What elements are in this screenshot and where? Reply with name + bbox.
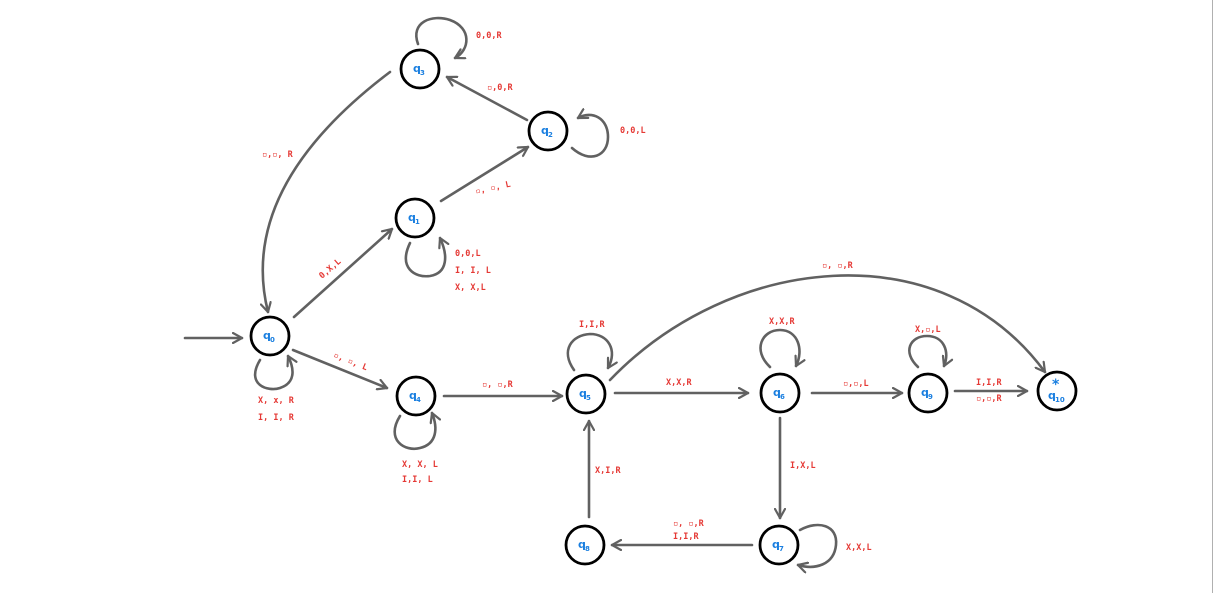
right-border-line [1212, 0, 1213, 593]
label-q7-q8-1: ▫, ▫,R [673, 519, 705, 529]
label-q2-q3: ▫,0,R [487, 83, 513, 93]
label-q0-loop-1: X, x, R [258, 396, 295, 406]
label-q4-loop-2: I,I, L [402, 475, 433, 485]
state-q5-sub: 5 [586, 394, 591, 402]
state-q0: q 0 [249, 315, 291, 357]
label-q2-loop: 0,0,L [620, 126, 646, 136]
state-q2-sub: 2 [548, 131, 553, 139]
loop-q1 [404, 236, 445, 278]
state-q5-name: q [579, 387, 587, 400]
state-q6: q 6 [759, 372, 801, 414]
state-q10-sub: 10 [1055, 396, 1065, 404]
label-q7-q8-2: I,I,R [673, 532, 699, 542]
state-q6-name: q [773, 386, 781, 399]
state-q1-sub: 1 [415, 218, 420, 226]
state-q3-sub: 3 [420, 69, 425, 77]
label-q1-q2: ▫, ▫, L [475, 180, 512, 197]
label-q0-q4: ▫, ▫, L [332, 351, 369, 374]
label-q1-loop-3: X, X,L [455, 283, 486, 293]
state-q5: q 5 [565, 373, 607, 415]
state-q7: q 7 [758, 524, 800, 566]
label-q3-q0: ▫,▫, R [262, 150, 294, 160]
label-q6-q7: I,X,L [790, 461, 816, 471]
state-q2-name: q [541, 124, 549, 137]
label-q4-loop-1: X, X, L [402, 460, 438, 470]
loop-q9 [908, 334, 946, 369]
state-q3-name: q [413, 62, 421, 75]
state-q6-sub: 6 [780, 393, 785, 401]
label-q5-q6: X,X,R [666, 378, 692, 388]
state-q2: q 2 [527, 110, 569, 152]
state-q9-sub: 9 [928, 393, 933, 401]
label-q5-loop: I,I,R [579, 320, 605, 330]
label-q1-loop-1: 0,0,L [455, 249, 481, 259]
loop-q5 [566, 332, 612, 372]
state-q7-name: q [772, 538, 780, 551]
loop-q6 [759, 328, 800, 369]
state-q8: q 8 [564, 524, 606, 566]
label-q1-loop-2: I, I, L [455, 266, 491, 276]
loop-q0 [253, 354, 292, 391]
label-q0-loop-2: I, I, R [258, 413, 295, 423]
edge-q1-q2 [439, 145, 530, 203]
edge-q0-q1 [292, 227, 394, 319]
state-q3: q 3 [399, 48, 441, 90]
label-q6-q9: ▫,▫,L [843, 379, 869, 389]
label-q3-loop: 0,0,R [476, 31, 502, 41]
edge-q0-q4 [291, 348, 389, 388]
state-q4-name: q [409, 389, 417, 402]
state-q9: q 9 [907, 372, 949, 414]
loop-q3 [415, 16, 468, 60]
label-q5-q10: ▫, ▫,R [822, 261, 854, 271]
state-q4: q 4 [395, 375, 437, 417]
label-q8-q5: X,I,R [595, 466, 621, 476]
state-q8-sub: 8 [585, 545, 590, 553]
state-q9-name: q [921, 386, 929, 399]
state-q0-sub: 0 [270, 336, 275, 344]
edge-q5-q10 [608, 274, 1047, 382]
label-q6-loop: X,X,R [769, 317, 795, 327]
edge-q2-q3 [445, 75, 529, 122]
loop-q2 [570, 115, 610, 158]
accept-star-icon: * [1052, 377, 1060, 393]
state-q8-name: q [578, 538, 586, 551]
state-q4-sub: 4 [416, 396, 421, 404]
state-q7-sub: 7 [779, 545, 784, 553]
loop-q7 [796, 523, 838, 567]
state-q0-name: q [263, 329, 271, 342]
label-q9-loop: X,▫,L [915, 325, 941, 335]
label-q4-q5: ▫, ▫,R [482, 380, 514, 390]
edge-q3-q0 [263, 70, 392, 314]
state-q1-name: q [408, 211, 416, 224]
label-q7-loop: X,X,L [846, 543, 872, 553]
state-q10-name: q [1048, 389, 1056, 402]
label-q9-q10-2: ▫,▫,R [976, 394, 1002, 404]
state-q1: q 1 [394, 197, 436, 239]
label-q9-q10-1: I,I,R [976, 378, 1002, 388]
loop-q4 [393, 411, 436, 451]
state-q10: * q 10 [1036, 370, 1078, 412]
